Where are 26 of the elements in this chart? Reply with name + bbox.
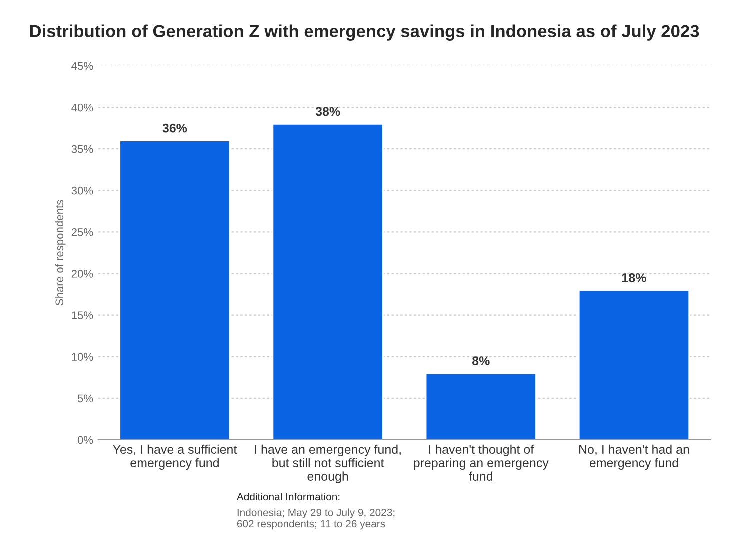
data-label: 18% (622, 274, 646, 282)
y-tick-label: 35% (72, 145, 94, 154)
text: Additional Information: (236, 492, 340, 501)
data-label: 38% (316, 107, 340, 116)
y-tick-label: 20% (72, 270, 94, 278)
y-tick-label: 5% (78, 394, 94, 403)
x-tick-label: No, I haven't had an emergency fund (580, 444, 690, 470)
bar (578, 290, 690, 440)
y-axis-title: Share of respondents (55, 200, 66, 306)
data-label: 8% (472, 356, 490, 366)
y-tick-label: 30% (72, 186, 94, 195)
bar (272, 123, 384, 440)
data-label: 36% (162, 124, 188, 133)
text: Indonesia; May 29 to July 9, 2023; 602 respondents; 11 to 26 years (237, 508, 395, 530)
y-tick-label: 0% (78, 436, 94, 444)
y-tick-label: 25% (72, 228, 94, 236)
x-tick-label: Yes, I have a sufficient emergency fund (113, 444, 238, 470)
bar (119, 140, 231, 440)
chart-title: Distribution of Generation Z with emergency savings in Indonesia as of July 2023 (30, 24, 700, 42)
x-tick-label: I have an emergency fund, but still not sufficient enough (255, 444, 401, 484)
y-tick-label: 45% (72, 62, 94, 70)
bar (425, 372, 537, 440)
y-tick-label: 15% (72, 312, 94, 320)
y-tick-label: 40% (72, 104, 94, 112)
y-tick-label: 10% (72, 353, 94, 362)
x-tick-label: I haven't thought of preparing an emergency fund (414, 444, 549, 481)
